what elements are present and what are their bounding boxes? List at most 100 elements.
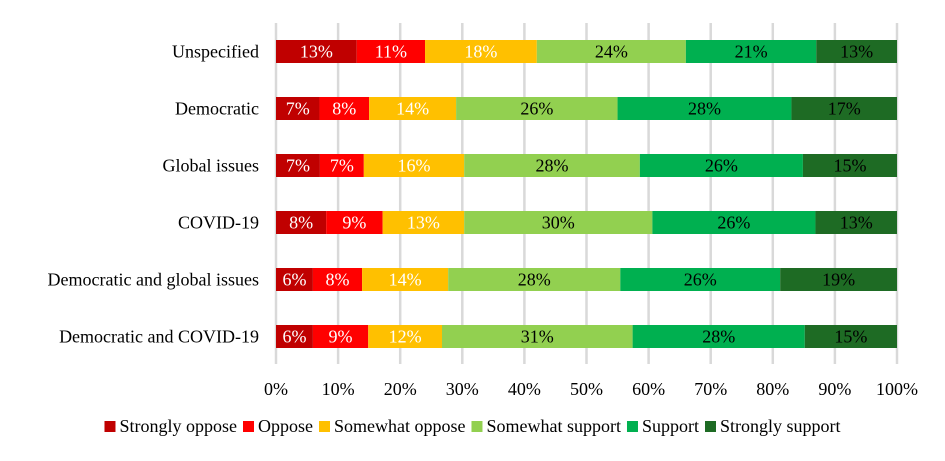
data-label-somewhat-oppose: 18% [464,42,497,62]
data-label-oppose: 9% [329,327,353,347]
bar-row-global-issues: 7% 7% 16% 28% 26% 15% [276,154,897,177]
bar-segment-oppose [326,211,383,234]
category-label: Democratic and global issues [48,270,259,290]
category-axis-labels: Unspecified Democratic Global issues COVID-… [48,42,259,347]
legend-item-oppose: Oppose [243,416,313,436]
legend-item-somewhat-support: Somewhat support [471,416,621,436]
x-tick-label: 10% [322,379,355,399]
legend-label: Somewhat support [486,416,621,436]
data-label-strongly-support: 15% [834,327,867,347]
data-label-support: 26% [717,213,750,233]
x-tick-label: 50% [570,379,603,399]
bar-segment-strongly-oppose [276,211,327,234]
bar-segment-strongly-support [815,211,897,234]
bar-segment-strongly-oppose [276,268,313,291]
data-label-oppose: 11% [375,42,407,62]
bar-segment-somewhat-oppose [362,268,449,291]
bar-segment-support [685,40,817,63]
bar-segment-somewhat-oppose [382,211,465,234]
bar-segment-somewhat-support [464,154,640,177]
bar-segment-support [617,97,792,120]
category-label: Democratic and COVID-19 [59,327,259,347]
data-label-support: 28% [702,327,735,347]
bar-segment-strongly-support [802,154,897,177]
x-tick-label: 70% [694,379,727,399]
bar-segment-oppose [312,268,363,291]
category-label: Unspecified [172,42,259,62]
data-label-strongly-oppose: 7% [286,156,310,176]
data-label-somewhat-support: 31% [521,327,554,347]
bar-segment-strongly-oppose [276,325,313,348]
data-label-oppose: 9% [342,213,366,233]
x-tick-label: 80% [756,379,789,399]
bar-segment-somewhat-oppose [368,325,443,348]
data-label-somewhat-support: 24% [595,42,628,62]
legend-label: Strongly support [720,416,841,436]
legend-label: Strongly oppose [119,416,237,436]
x-tick-label: 40% [508,379,541,399]
data-label-strongly-support: 19% [822,270,855,290]
data-label-strongly-support: 13% [840,213,873,233]
data-label-strongly-oppose: 6% [282,270,306,290]
legend-swatch-icon [471,421,483,432]
bar-segment-support [639,154,803,177]
data-label-somewhat-oppose: 14% [389,270,422,290]
bar-segment-support [632,325,805,348]
x-tick-label: 90% [818,379,851,399]
data-label-somewhat-oppose: 12% [389,327,422,347]
data-label-strongly-oppose: 8% [289,213,313,233]
category-label: COVID-19 [178,213,259,233]
data-label-somewhat-oppose: 13% [407,213,440,233]
legend: Strongly oppose Oppose Somewhat oppose Some… [104,416,841,436]
data-label-strongly-oppose: 6% [282,327,306,347]
bar-segment-strongly-oppose [276,154,320,177]
data-label-somewhat-oppose: 14% [396,99,429,119]
bar-segment-strongly-support [780,268,897,291]
bar-segment-support [652,211,816,234]
data-label-somewhat-oppose: 16% [398,156,431,176]
x-tick-label: 20% [384,379,417,399]
legend-swatch-icon [705,421,716,432]
legend-item-support: Support [626,416,699,436]
bar-segment-oppose [319,97,370,120]
data-label-oppose: 8% [325,270,349,290]
data-label-strongly-support: 13% [840,42,873,62]
legend-swatch-icon [319,421,330,432]
bar-segment-somewhat-support [464,211,653,234]
bar-row-covid-19: 8% 9% 13% 30% 26% 13% [276,211,897,234]
data-label-support: 26% [705,156,738,176]
bar-segment-strongly-support [804,325,897,348]
bar-segment-somewhat-oppose [363,154,465,177]
bar-segment-somewhat-support [442,325,633,348]
bar-segment-somewhat-support [456,97,618,120]
bar-segment-strongly-support [816,40,897,63]
x-tick-label: 60% [632,379,665,399]
gridlines [274,23,899,364]
bar-segment-strongly-oppose [276,97,320,120]
data-label-strongly-oppose: 13% [300,42,333,62]
bar-row-democratic-and-global-issues: 6% 8% 14% 28% 26% 19% [276,268,897,291]
value-axis-tick-labels: 0% 10% 20% 30% 40% 50% 60% 70% 80% 90% 100% [264,379,918,399]
data-label-strongly-support: 17% [828,99,861,119]
data-label-support: 21% [735,42,768,62]
data-label-somewhat-support: 28% [536,156,569,176]
category-label: Global issues [163,156,260,176]
legend-label: Oppose [258,416,313,436]
data-label-somewhat-support: 30% [542,213,575,233]
bars: 13% 11% 18% 24% 21% 13% 7% 8% 14% 26% 28% 17% 7% 7% 16… [276,40,897,348]
legend-label: Support [642,416,699,436]
legend-swatch-icon [104,421,116,432]
bar-row-democratic-and-covid-19: 6% 9% 12% 31% 28% 15% [276,325,897,348]
bar-segment-oppose [312,325,369,348]
legend-label: Somewhat oppose [334,416,465,436]
x-tick-label: 0% [264,379,288,399]
bar-segment-support [620,268,781,291]
bar-segment-oppose [319,154,364,177]
data-label-oppose: 8% [332,99,356,119]
legend-swatch-icon [243,421,254,432]
bar-segment-strongly-support [791,97,897,120]
data-label-strongly-oppose: 7% [286,99,310,119]
data-label-support: 26% [684,270,717,290]
bar-segment-somewhat-oppose [425,40,537,63]
